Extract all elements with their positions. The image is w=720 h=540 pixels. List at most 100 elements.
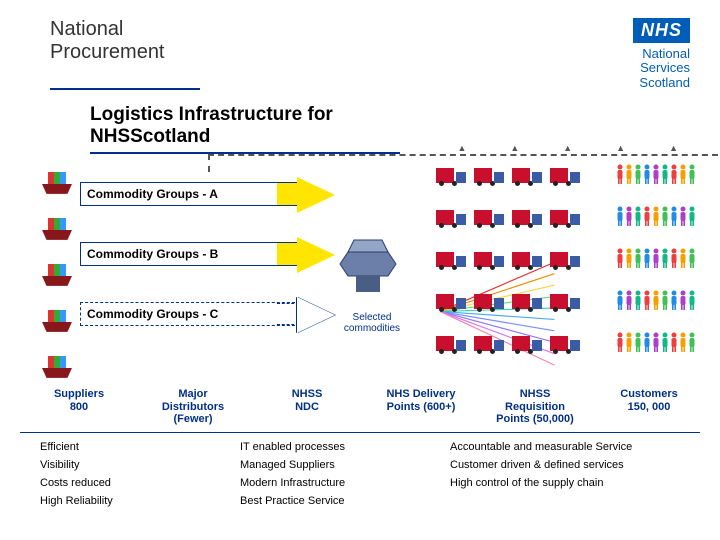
truck-icon: [436, 206, 466, 228]
person-icon: [679, 164, 687, 184]
person-icon: [643, 206, 651, 226]
person-icon: [670, 164, 678, 184]
person-icon: [670, 290, 678, 310]
commodity-group-c: Commodity Groups - C: [80, 302, 300, 326]
benefit-cell: High control of the supply chain: [450, 475, 710, 491]
person-icon: [625, 206, 633, 226]
person-icon: [643, 332, 651, 352]
col-suppliers: Suppliers800: [24, 388, 134, 426]
benefit-cell: Customer driven & defined services: [450, 457, 710, 473]
truck-icon: [512, 332, 542, 354]
truck-icon: [512, 290, 542, 312]
person-icon: [679, 248, 687, 268]
person-icon: [688, 332, 696, 352]
person-icon: [661, 290, 669, 310]
benefit-cell: Visibility: [40, 457, 240, 473]
person-icon: [688, 290, 696, 310]
commodity-group-a: Commodity Groups - A: [80, 182, 300, 206]
person-icon: [661, 164, 669, 184]
person-icon: [643, 290, 651, 310]
person-icon: [616, 164, 624, 184]
delivery-trucks: [436, 164, 580, 362]
suppliers-ships: [40, 168, 74, 378]
truck-icon: [550, 290, 580, 312]
person-icon: [679, 332, 687, 352]
truck-icon: [474, 206, 504, 228]
heading-line1: National: [50, 18, 200, 41]
truck-icon: [550, 248, 580, 270]
col-delivery-points: NHS DeliveryPoints (600+): [366, 388, 476, 426]
benefit-cell: IT enabled processes: [240, 439, 450, 455]
person-icon: [643, 248, 651, 268]
col-customers: Customers150, 000: [594, 388, 704, 426]
person-icon: [634, 164, 642, 184]
person-icon: [634, 248, 642, 268]
col-requisition: NHSSRequisitionPoints (50,000): [480, 388, 590, 426]
col-ndc: NHSSNDC: [252, 388, 362, 426]
person-icon: [670, 248, 678, 268]
truck-icon: [512, 248, 542, 270]
page-heading: National Procurement: [50, 18, 200, 90]
selected-commodities-label: Selected commodities: [342, 312, 402, 334]
truck-icon: [474, 248, 504, 270]
benefit-cell: Costs reduced: [40, 475, 240, 491]
truck-icon: [436, 290, 466, 312]
person-icon: [652, 332, 660, 352]
truck-icon: [436, 332, 466, 354]
person-icon: [625, 290, 633, 310]
benefit-cell: Modern Infrastructure: [240, 475, 450, 491]
ship-icon: [40, 214, 74, 240]
person-icon: [634, 332, 642, 352]
person-icon: [625, 248, 633, 268]
heading-line2: Procurement: [50, 41, 200, 64]
benefit-cell: Best Practice Service: [240, 493, 450, 509]
person-icon: [688, 206, 696, 226]
person-icon: [625, 164, 633, 184]
ship-icon: [40, 168, 74, 194]
person-icon: [616, 206, 624, 226]
column-labels: Suppliers800 MajorDistributors(Fewer) NH…: [24, 388, 704, 426]
person-icon: [652, 248, 660, 268]
divider: [20, 432, 700, 433]
benefit-cell: Efficient: [40, 439, 240, 455]
person-icon: [661, 248, 669, 268]
person-icon: [643, 164, 651, 184]
ship-icon: [40, 306, 74, 332]
benefit-cell: High Reliability: [40, 493, 240, 509]
person-icon: [679, 206, 687, 226]
person-icon: [688, 164, 696, 184]
truck-icon: [512, 206, 542, 228]
truck-icon: [550, 206, 580, 228]
nhs-logo: NHS National Services Scotland: [633, 18, 690, 90]
truck-icon: [474, 290, 504, 312]
truck-icon: [512, 164, 542, 186]
person-icon: [661, 332, 669, 352]
ship-icon: [40, 352, 74, 378]
customers-people: [616, 164, 696, 362]
person-icon: [625, 332, 633, 352]
truck-icon: [436, 164, 466, 186]
truck-icon: [474, 332, 504, 354]
person-icon: [634, 206, 642, 226]
benefit-cell: Accountable and measurable Service: [450, 439, 710, 455]
ship-icon: [40, 260, 74, 286]
col-distributors: MajorDistributors(Fewer): [138, 388, 248, 426]
truck-icon: [550, 332, 580, 354]
logistics-diagram: Commodity Groups - A Commodity Groups - …: [40, 164, 690, 384]
person-icon: [679, 290, 687, 310]
logo-subtext: National Services Scotland: [639, 47, 690, 90]
benefit-cell: [450, 493, 710, 509]
person-icon: [616, 332, 624, 352]
ndc-hub-icon: [338, 230, 398, 298]
person-icon: [688, 248, 696, 268]
person-icon: [616, 290, 624, 310]
nhs-badge: NHS: [633, 18, 690, 43]
commodity-group-b: Commodity Groups - B: [80, 242, 300, 266]
slide-title: Logistics Infrastructure for NHSScotland: [90, 104, 400, 154]
truck-icon: [436, 248, 466, 270]
person-icon: [634, 290, 642, 310]
person-icon: [670, 206, 678, 226]
person-icon: [616, 248, 624, 268]
truck-icon: [550, 164, 580, 186]
person-icon: [652, 290, 660, 310]
